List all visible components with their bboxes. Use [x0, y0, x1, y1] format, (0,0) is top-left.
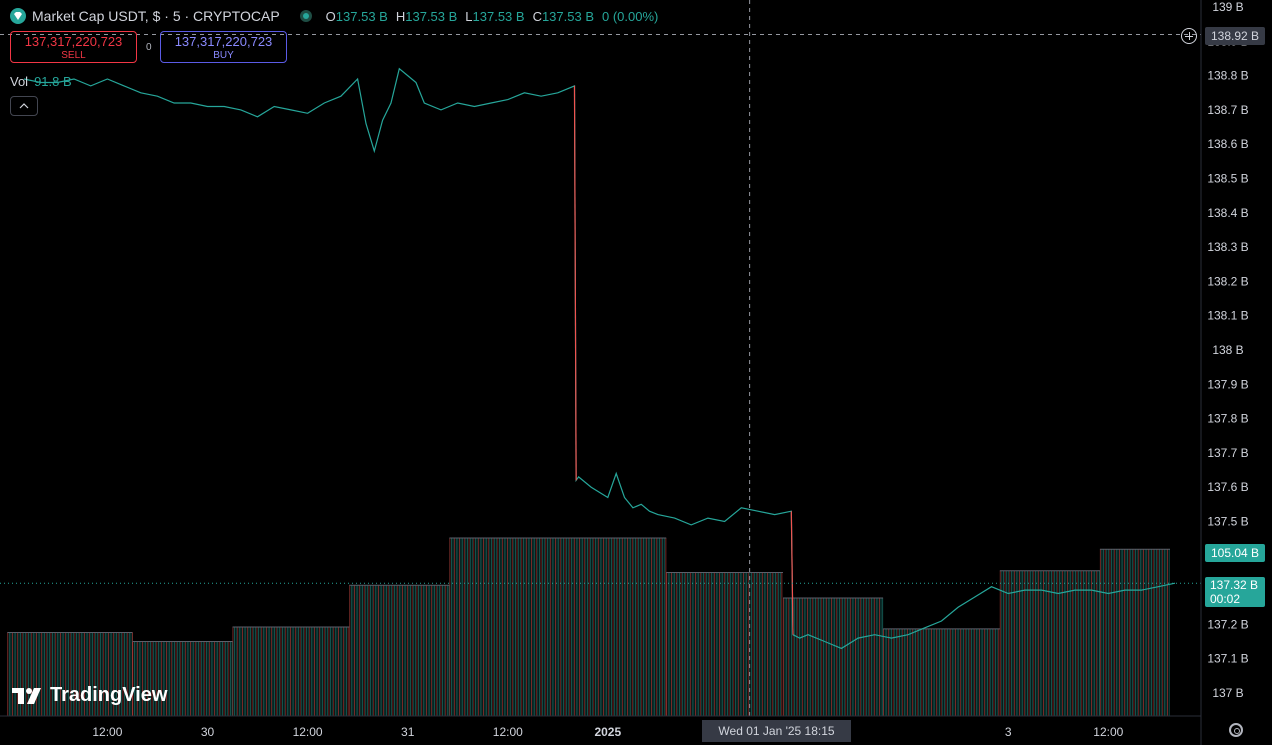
time-tick-label: 31: [401, 725, 415, 739]
price-tick-label: 137.7 B: [1207, 446, 1248, 460]
buy-price: 137,317,220,723: [174, 34, 273, 49]
ohlc-values: O137.53 B H137.53 B L137.53 B C137.53 B …: [326, 9, 659, 24]
symbol-title[interactable]: Market Cap USDT, $ · 5 · CRYPTOCAP: [32, 8, 280, 24]
last-price-value: 137.32 B: [1210, 578, 1259, 592]
add-alert-plus-icon[interactable]: [1181, 28, 1197, 44]
time-tick-label: 2025: [594, 725, 621, 739]
crosshair-layer: [0, 0, 1201, 716]
spread-value: 0: [146, 42, 152, 53]
volume-step-9: [1099, 548, 1170, 716]
chevron-up-icon: [19, 103, 29, 109]
tether-logo-icon: [10, 8, 26, 24]
ohlc-open-value: 137.53 B: [335, 8, 388, 24]
symbol-legend: Market Cap USDT, $ · 5 · CRYPTOCAP O137.…: [10, 6, 658, 26]
ohlc-close-value: 137.53 B: [541, 8, 594, 24]
volume-step-7: [883, 628, 1000, 716]
time-tick-label: 12:00: [293, 725, 323, 739]
price-tick-label: 137 B: [1212, 686, 1243, 700]
sell-price: 137,317,220,723: [24, 34, 123, 49]
price-drop-segment: [790, 511, 794, 635]
price-tick-label: 138.1 B: [1207, 309, 1248, 323]
bar-countdown: 00:02: [1210, 592, 1241, 606]
ohlc-high-value: 137.53 B: [405, 8, 458, 24]
buy-button[interactable]: 137,317,220,723 BUY: [160, 31, 287, 63]
time-tick-label: 30: [201, 725, 215, 739]
volume-step-6: [782, 597, 884, 716]
collapse-legend-button[interactable]: [10, 96, 38, 116]
price-tick-label: 137.6 B: [1207, 480, 1248, 494]
sell-button[interactable]: 137,317,220,723 SELL: [10, 31, 137, 63]
ohlc-high-key: H: [395, 8, 406, 24]
price-tick-label: 138.4 B: [1207, 206, 1248, 220]
price-tick-label: 138.2 B: [1207, 274, 1248, 288]
crosshair-price-tag: 138.92 B: [1205, 27, 1265, 45]
volume-step-2: [232, 626, 350, 716]
price-tick-label: 138 B: [1212, 343, 1243, 357]
price-tick-label: 137.5 B: [1207, 515, 1248, 529]
price-tick-label: 138.7 B: [1207, 103, 1248, 117]
price-line-layer: [23, 67, 1176, 650]
ohlc-low-value: 137.53 B: [472, 8, 525, 24]
volume-legend-label: Vol: [10, 74, 29, 89]
tradingview-logo[interactable]: TradingView: [12, 684, 167, 707]
ohlc-close-key: C: [532, 8, 542, 24]
price-tick-label: 138.5 B: [1207, 172, 1248, 186]
market-status-icon[interactable]: [299, 10, 312, 22]
volume-bars: [7, 537, 1170, 716]
tradingview-logo-icon: [12, 687, 41, 704]
volume-price-tag: 105.04 B: [1205, 544, 1265, 562]
price-tick-label: 137.1 B: [1207, 652, 1248, 666]
volume-step-3: [349, 584, 450, 716]
price-tick-label: 137.8 B: [1207, 412, 1248, 426]
volume-step-5: [666, 572, 783, 716]
time-tick-label: 3: [1005, 725, 1012, 739]
volume-step-8: [999, 570, 1100, 716]
time-tick-label: 12:00: [1093, 725, 1123, 739]
ohlc-open-key: O: [325, 8, 336, 24]
settings-gear-icon[interactable]: [1229, 723, 1243, 737]
price-tick-label: 138.3 B: [1207, 240, 1248, 254]
price-series-line: [23, 67, 1176, 650]
price-tick-label: 138.6 B: [1207, 137, 1248, 151]
time-tick-label: 12:00: [493, 725, 523, 739]
price-tick-label: 137.9 B: [1207, 377, 1248, 391]
sell-label: SELL: [61, 50, 86, 61]
crosshair-time-tag: Wed 01 Jan '25 18:15: [702, 720, 851, 742]
price-tick-label: 138.8 B: [1207, 69, 1248, 83]
buy-label: BUY: [213, 50, 234, 61]
price-drop-segment: [573, 85, 577, 481]
volume-legend[interactable]: Vol 91.8 B: [10, 74, 72, 89]
price-tick-label: 137.2 B: [1207, 617, 1248, 631]
volume-step-0: [7, 631, 133, 716]
ohlc-change: 0 (0.00%): [602, 8, 659, 24]
price-tick-label: 139 B: [1212, 0, 1243, 14]
volume-legend-value: 91.8 B: [34, 74, 72, 89]
tradingview-logo-text: TradingView: [50, 684, 168, 706]
ohlc-low-key: L: [465, 8, 473, 24]
volume-step-1: [132, 641, 233, 716]
volume-step-4: [449, 537, 667, 716]
time-tick-label: 12:00: [92, 725, 122, 739]
last-price-tag: 137.32 B 00:02: [1205, 577, 1265, 607]
